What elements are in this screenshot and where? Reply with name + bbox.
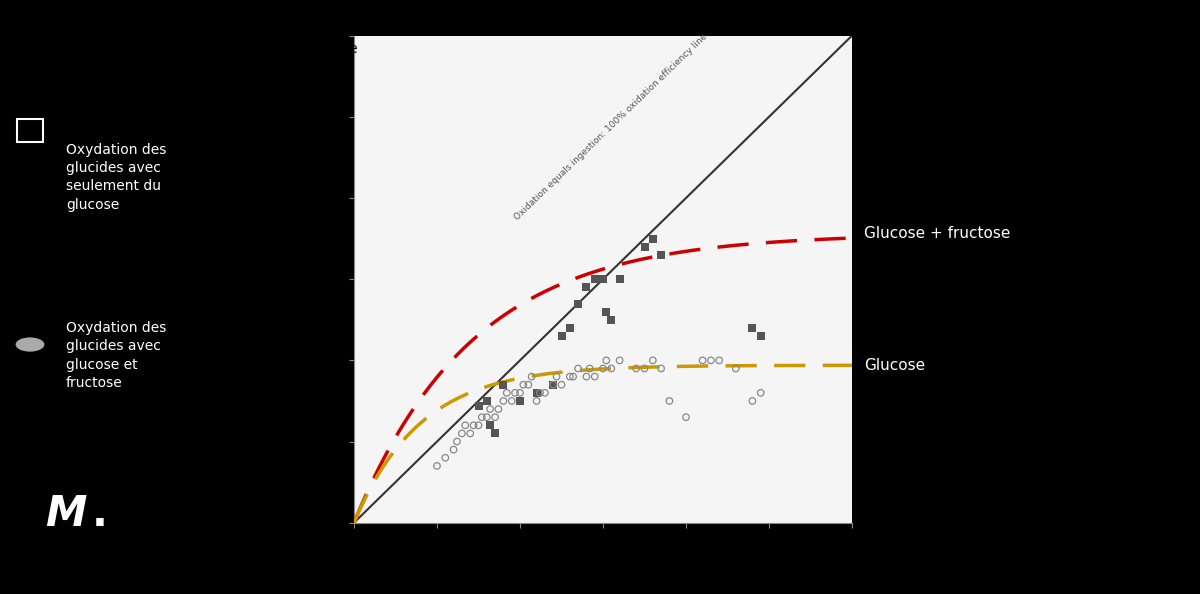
Point <box>660 396 679 406</box>
Point <box>586 372 605 381</box>
Point <box>701 356 720 365</box>
X-axis label: Carbohydrate intake rate (g/min): Carbohydrate intake rate (g/min) <box>487 557 719 571</box>
Point <box>452 429 472 438</box>
Point <box>480 421 499 430</box>
Text: Oxydation des
glucides avec
glucose et
fructose: Oxydation des glucides avec glucose et f… <box>66 321 167 390</box>
Point <box>726 364 745 373</box>
Point <box>527 388 546 397</box>
Point <box>635 242 654 251</box>
Point <box>464 421 484 430</box>
Point <box>486 429 505 438</box>
Point <box>596 307 616 317</box>
Point <box>469 401 488 410</box>
Point <box>436 453 455 463</box>
Point <box>552 331 571 341</box>
Text: Glucose: Glucose <box>864 358 925 372</box>
Point <box>461 429 480 438</box>
Point <box>652 364 671 373</box>
Text: .: . <box>91 492 108 535</box>
Point <box>544 380 563 390</box>
Point <box>560 372 580 381</box>
Point <box>677 412 696 422</box>
Point <box>522 372 541 381</box>
Point <box>652 250 671 260</box>
Point <box>478 412 497 422</box>
Point <box>544 380 563 390</box>
Point <box>694 356 713 365</box>
Point <box>577 372 596 381</box>
Point <box>469 421 488 430</box>
Point <box>527 396 546 406</box>
Text: Glucose + fructose: Glucose + fructose <box>864 226 1010 241</box>
Point <box>635 364 654 373</box>
Point <box>473 412 492 422</box>
Point <box>577 283 596 292</box>
Point <box>510 388 529 397</box>
Point <box>743 323 762 333</box>
Text: Oxidation equals ingestion: 100% oxidation efficiency line: Oxidation equals ingestion: 100% oxidati… <box>514 32 709 222</box>
Point <box>480 405 499 414</box>
Point <box>518 380 538 390</box>
Point <box>444 445 463 454</box>
Point <box>456 421 475 430</box>
Point <box>535 388 554 397</box>
Point <box>547 372 566 381</box>
Point <box>486 412 505 422</box>
Point <box>497 388 516 397</box>
Point <box>610 274 629 284</box>
Text: Exogenous
carbohydrate
oxidation
rate (g/min): Exogenous carbohydrate oxidation rate (g… <box>264 26 358 89</box>
Point <box>610 356 629 365</box>
Point <box>580 364 599 373</box>
Point <box>643 234 662 244</box>
Point <box>709 356 728 365</box>
Point <box>751 388 770 397</box>
Point <box>594 364 613 373</box>
Point <box>643 356 662 365</box>
Point <box>743 396 762 406</box>
Text: Oxydation des
glucides avec
seulement du
glucose: Oxydation des glucides avec seulement du… <box>66 143 167 211</box>
Point <box>502 396 521 406</box>
Point <box>569 299 588 308</box>
Point <box>427 461 446 470</box>
Point <box>596 356 616 365</box>
Point <box>488 405 508 414</box>
Point <box>494 380 514 390</box>
Point <box>751 331 770 341</box>
Point <box>586 274 605 284</box>
Point <box>478 396 497 406</box>
Point <box>560 323 580 333</box>
Point <box>494 396 514 406</box>
Point <box>569 364 588 373</box>
Point <box>601 315 620 324</box>
Point <box>505 388 524 397</box>
Point <box>510 396 529 406</box>
Point <box>514 380 533 390</box>
Point <box>448 437 467 446</box>
Point <box>626 364 646 373</box>
Point <box>564 372 583 381</box>
Point <box>530 388 550 397</box>
Point <box>601 364 620 373</box>
Point <box>552 380 571 390</box>
Text: M: M <box>46 492 86 535</box>
Point <box>594 274 613 284</box>
